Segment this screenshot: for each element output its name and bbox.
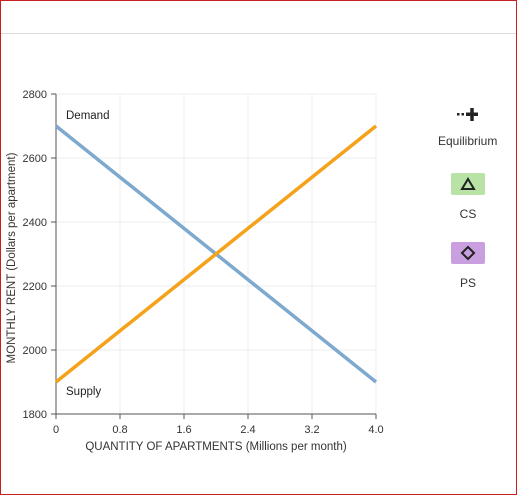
cs-tool[interactable]: CS xyxy=(451,173,485,221)
x-tick-label: 2.4 xyxy=(240,424,255,436)
demand-label: Demand xyxy=(66,110,109,122)
x-tick-label: 0.8 xyxy=(112,424,127,436)
y-tick-label: 2800 xyxy=(23,89,47,101)
cs-button[interactable] xyxy=(451,173,485,195)
y-tick-label: 2400 xyxy=(23,217,47,229)
y-tick-label: 2200 xyxy=(23,281,47,293)
x-tick-label: 3.2 xyxy=(304,424,319,436)
series-lines[interactable] xyxy=(54,124,378,384)
axes xyxy=(51,93,377,419)
supply-curve[interactable] xyxy=(54,124,378,384)
x-axis-title: QUANTITY OF APARTMENTS (Millions per mon… xyxy=(85,441,347,453)
x-tick-label: 0 xyxy=(53,424,59,436)
supply-label: Supply xyxy=(66,386,101,398)
equilibrium-tool[interactable]: Equilibrium xyxy=(438,106,497,148)
x-tick-label: 4.0 xyxy=(368,424,383,436)
y-tick-label: 2000 xyxy=(23,345,47,357)
equilibrium-plus-icon[interactable] xyxy=(456,106,479,126)
equilibrium-label: Equilibrium xyxy=(438,134,498,148)
y-axis-title: MONTHLY RENT (Dollars per apartment) xyxy=(6,152,18,363)
ps-button[interactable] xyxy=(451,242,485,264)
triangle-icon xyxy=(460,177,476,190)
diamond-icon xyxy=(460,245,476,261)
y-tick-label: 2600 xyxy=(23,153,47,165)
y-tick-label: 1800 xyxy=(23,409,47,421)
cs-label: CS xyxy=(459,207,477,221)
labels: 0 0.8 1.6 2.4 3.2 4.0 1800 2000 2200 2400 2600 2800… xyxy=(6,89,384,453)
x-tick-label: 1.6 xyxy=(176,424,191,436)
ps-label: PS xyxy=(459,276,476,290)
grid-lines xyxy=(56,93,377,414)
ps-tool[interactable]: PS xyxy=(451,242,485,290)
header-divider xyxy=(1,33,516,34)
